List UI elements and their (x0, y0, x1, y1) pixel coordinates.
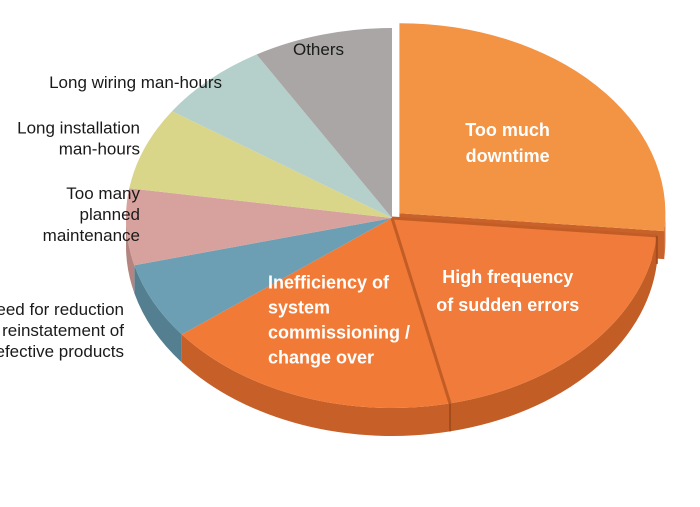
pie-slice-high-frequency-of-sudden-errors (392, 218, 657, 404)
pie-seam-inefficiency-of-system-commissioning-change-over (390, 217, 452, 404)
pie-side-inefficiency-of-system-commissioning-change-over (181, 334, 451, 436)
slice-label-line: Inefficiency of (268, 273, 390, 293)
slice-label-line: planned (79, 205, 140, 224)
slice-label-line: downtime (466, 146, 550, 166)
slice-label-inefficiency-of-system-commissioning-change-over: Inefficiency of system commissioning / chan… (268, 273, 410, 368)
slice-label-need-for-reduction-of-reinstatement-of-defective-products: Need for reduction of reinstatement of def… (0, 300, 124, 361)
slice-label-high-frequency-of-sudden-errors: High frequency of sudden errors (436, 267, 579, 315)
slice-label-line: commissioning / (268, 323, 410, 343)
slice-label-line: Long installation (17, 119, 140, 138)
slice-label-line: Need for reduction (0, 300, 124, 319)
pie-slice-too-many-planned-maintenance (125, 188, 392, 266)
pie-side-too-many-planned-maintenance (126, 218, 135, 294)
slice-label-line: Too many (66, 184, 140, 203)
pie-side-high-frequency-of-sudden-errors (450, 235, 657, 432)
slice-label-too-much-downtime: Too much downtime (465, 120, 550, 166)
pie-slice-inefficiency-of-system-commissioning-change-over (181, 218, 451, 409)
pie-side-too-much-downtime (664, 213, 666, 260)
slice-label-line: Long wiring man-hours (49, 73, 222, 92)
pie-seam-high-frequency-of-sudden-errors (391, 216, 657, 238)
slice-label-long-installation-man-hours: Long installation man-hours (17, 119, 140, 159)
slice-label-line: defective products (0, 342, 124, 361)
pie-slice-too-much-downtime (399, 23, 666, 232)
pie-side-need-for-reduction-of-reinstatement-of-defective-products (134, 265, 182, 363)
slice-label-line: man-hours (59, 140, 140, 159)
slice-label-line: Too much (465, 120, 550, 140)
slice-label-line: change over (268, 348, 374, 368)
slice-label-others: Others (293, 40, 344, 59)
slice-label-line: of sudden errors (436, 295, 579, 315)
slice-label-line: of reinstatement of (0, 321, 124, 340)
slice-label-line: system (268, 298, 330, 318)
pie-slice-need-for-reduction-of-reinstatement-of-defective-products (134, 218, 392, 335)
pie-slice-others (256, 28, 392, 218)
slice-label-line: Others (293, 40, 344, 59)
slice-label-line: High frequency (442, 267, 573, 287)
pie-slice-long-wiring-man-hours (171, 54, 392, 218)
pie-labels: Too much downtime High frequency of sudden … (0, 40, 579, 368)
pie-slices (125, 23, 666, 432)
slice-label-line: maintenance (43, 226, 140, 245)
slice-label-long-wiring-man-hours: Long wiring man-hours (49, 73, 222, 92)
pie-slice-long-installation-man-hours (129, 111, 392, 218)
slice-label-too-many-planned-maintenance: Too many planned maintenance (43, 184, 141, 245)
